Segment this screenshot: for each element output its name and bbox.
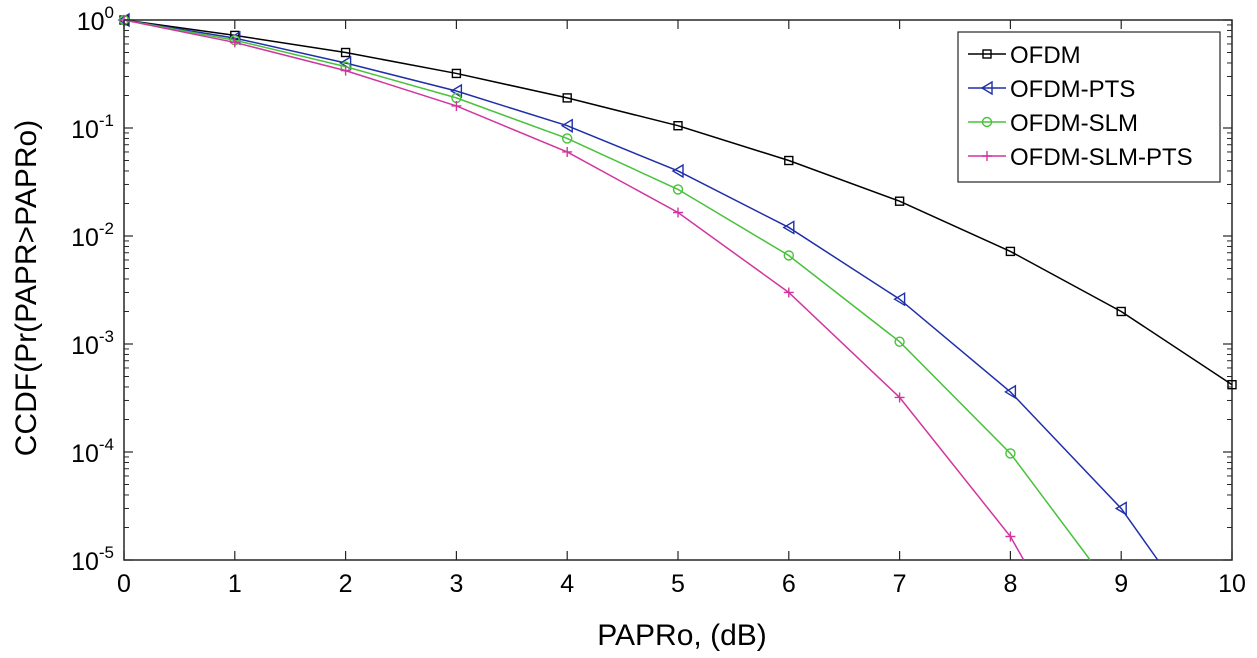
legend-marker [982, 49, 992, 59]
legend-item: OFDM [968, 42, 1081, 69]
data-point-marker [451, 68, 462, 79]
data-point-marker [894, 196, 905, 206]
legend-marker [980, 80, 993, 96]
data-point-marker [673, 207, 683, 218]
x-tick-label: 2 [339, 570, 353, 598]
data-point-marker [783, 250, 794, 261]
legend-item: OFDM-SLM-PTS [968, 144, 1193, 171]
data-point-marker [560, 118, 573, 133]
data-point-marker [1005, 448, 1016, 459]
x-tick-label: 4 [560, 570, 574, 598]
legend-marker [981, 116, 993, 128]
series-line [123, 19, 1159, 561]
data-point-marker [562, 146, 573, 157]
data-point-marker [1114, 501, 1127, 516]
x-tick-label: 0 [117, 570, 131, 598]
x-tick-label: 10 [1218, 570, 1246, 598]
data-point-marker [893, 291, 906, 307]
data-point-marker [340, 65, 351, 76]
legend-marker [982, 151, 992, 161]
x-tick-label: 3 [449, 570, 463, 598]
x-tick-label: 7 [893, 570, 907, 598]
x-tick-label: 6 [782, 570, 796, 598]
x-axis-title: PAPRo, (dB) [597, 619, 767, 652]
data-point-marker [671, 163, 684, 179]
y-tick-label: 10-1 [71, 111, 114, 144]
series-line [123, 19, 1091, 561]
legend-box [957, 31, 1221, 183]
series-layer [117, 12, 1237, 561]
x-tick-label: 1 [228, 570, 242, 598]
data-point-marker [782, 220, 795, 235]
x-tick-label: 8 [1003, 570, 1017, 598]
y-tick-label: 10-3 [71, 327, 114, 360]
data-point-marker [784, 155, 794, 166]
series-ofdm [119, 15, 1237, 390]
data-point-marker [562, 133, 573, 144]
legend-label: OFDM-PTS [1010, 76, 1135, 103]
legend-label: OFDM [1010, 42, 1081, 69]
data-point-marker [1005, 531, 1016, 542]
series-line [123, 19, 1025, 561]
legend-label: OFDM-SLM-PTS [1010, 144, 1193, 171]
y-axis: 100 10-1 10-2 10-3 10-4 10-5 [71, 3, 1232, 576]
y-tick-label: 10-4 [71, 435, 114, 468]
data-point-marker [783, 287, 794, 298]
data-point-marker [1004, 384, 1017, 400]
data-point-marker [1227, 379, 1237, 390]
y-tick-label: 100 [77, 3, 114, 36]
y-tick-label: 10-2 [71, 219, 114, 252]
data-point-marker [1005, 246, 1016, 257]
legend: OFDM OFDM-PTS OFDM-SLM OFDM-SLM-PTS [957, 31, 1221, 183]
data-point-marker [672, 184, 684, 195]
data-point-marker [894, 336, 905, 347]
x-tick-label: 5 [671, 570, 685, 598]
series-ofdm-slm [118, 14, 1091, 561]
legend-label: OFDM-SLM [1010, 110, 1138, 137]
legend-item: OFDM-SLM [968, 110, 1138, 137]
data-point-marker [340, 47, 351, 58]
data-point-marker [1116, 306, 1126, 317]
y-tick-label: 10-5 [71, 543, 114, 576]
series-line [123, 19, 1233, 386]
data-point-marker [229, 37, 240, 48]
x-axis: 0 1 2 3 4 5 6 7 8 9 10 [117, 20, 1246, 598]
x-tick-label: 9 [1114, 570, 1128, 598]
data-point-marker [562, 93, 572, 103]
legend-item: OFDM-PTS [968, 76, 1135, 103]
data-point-marker [894, 392, 905, 403]
data-point-marker [451, 100, 462, 111]
y-axis-title: CCDF(Pr(PAPR>PAPRo) [10, 120, 43, 456]
data-point-marker [673, 121, 683, 131]
